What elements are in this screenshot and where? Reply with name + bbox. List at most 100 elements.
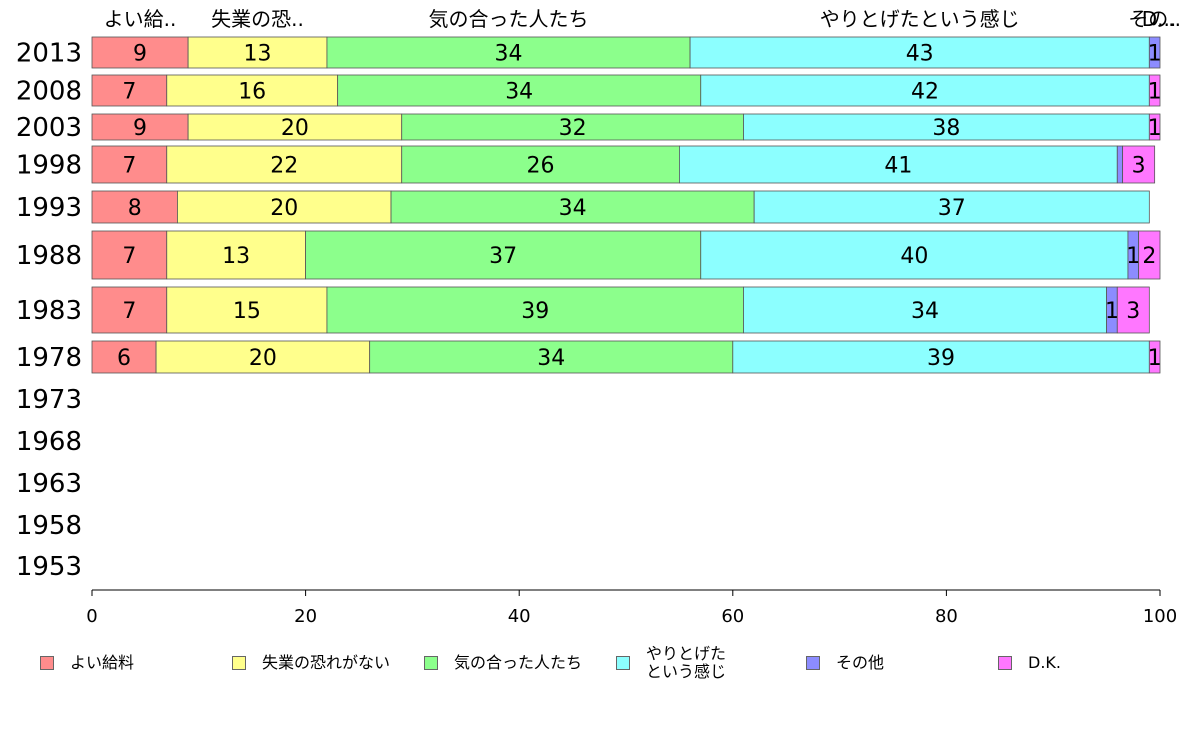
x-tick-label: 60 <box>721 606 744 627</box>
y-tick-label: 1988 <box>16 241 82 271</box>
data-label: 32 <box>559 116 587 141</box>
data-label: 3 <box>1132 154 1146 179</box>
data-label: 37 <box>489 244 517 269</box>
data-label: 43 <box>906 42 934 67</box>
y-tick-label: 1953 <box>16 552 82 582</box>
y-tick-label: 1973 <box>16 385 82 415</box>
data-label: 3 <box>1126 299 1140 324</box>
bar-segment <box>1116 286 1150 334</box>
data-label: 8 <box>128 196 142 221</box>
bar-segment <box>1148 340 1161 374</box>
y-tick-label: 1998 <box>16 151 82 181</box>
data-label: 6 <box>117 346 131 371</box>
column-header-label: やりとげたという感じ <box>820 7 1020 31</box>
data-label: 1 <box>1148 346 1162 371</box>
data-label: 34 <box>911 299 939 324</box>
data-label: 1 <box>1148 116 1162 141</box>
bar-segment <box>91 286 168 334</box>
x-tick-label: 40 <box>508 606 531 627</box>
bar-segment <box>689 36 1150 69</box>
y-tick-label: 1978 <box>16 343 82 373</box>
legend-item-sense-of-achievement: やりとげた という感じ <box>616 645 726 681</box>
bar-segment <box>91 113 189 141</box>
column-header-label: D... <box>1142 7 1176 31</box>
data-label: 2 <box>1142 244 1156 269</box>
data-label: 1 <box>1148 42 1162 67</box>
legend-label: D.K. <box>1028 653 1061 672</box>
legend-label: 失業の恐れがない <box>262 653 391 672</box>
data-label: 1 <box>1148 80 1162 105</box>
data-label: 22 <box>270 154 298 179</box>
y-tick-label: 1963 <box>16 469 82 499</box>
y-tick-label: 1983 <box>16 296 82 326</box>
bar-segment <box>91 74 168 107</box>
bar-segment <box>326 286 744 334</box>
legend-item-job-security: 失業の恐れがない <box>232 654 390 672</box>
column-header-label: 気の合った人たち <box>429 7 589 31</box>
bar-segment <box>743 286 1107 334</box>
bar-segment <box>1116 145 1124 184</box>
bar-segment <box>679 145 1118 184</box>
legend-label: よい給料 <box>70 653 135 672</box>
legend-item-other: その他 <box>806 654 884 672</box>
legend-swatch <box>806 656 820 670</box>
bar-segment <box>1148 74 1161 107</box>
legend-swatch <box>998 656 1012 670</box>
data-label: 13 <box>244 42 272 67</box>
bar-segment <box>155 340 371 374</box>
bar-segment <box>337 74 702 107</box>
y-tick-label: 1958 <box>16 511 82 541</box>
column-header-label: その.. <box>1128 7 1181 31</box>
data-label: 26 <box>527 154 555 179</box>
data-label: 40 <box>900 244 928 269</box>
bar-segment <box>743 113 1150 141</box>
data-label: 15 <box>233 299 261 324</box>
bar-segment <box>1122 145 1156 184</box>
legend-swatch <box>424 656 438 670</box>
bar-segment <box>187 36 328 69</box>
data-label: 34 <box>559 196 587 221</box>
legend-label: やりとげた という感じ <box>646 644 727 681</box>
data-label: 41 <box>884 154 912 179</box>
x-tick-label: 80 <box>935 606 958 627</box>
bar-segment <box>1148 113 1161 141</box>
data-label: 16 <box>238 80 266 105</box>
legend-item-good-salary: よい給料 <box>40 654 134 672</box>
data-label: 20 <box>249 346 277 371</box>
bar-segment <box>732 340 1150 374</box>
data-label: 34 <box>537 346 565 371</box>
x-tick-label: 100 <box>1143 606 1177 627</box>
data-label: 20 <box>281 116 309 141</box>
data-label: 7 <box>122 244 136 269</box>
bar-segment <box>401 145 680 184</box>
data-label: 34 <box>495 42 523 67</box>
bar-segment <box>390 190 755 224</box>
bar-segment <box>166 74 339 107</box>
legend-swatch <box>40 656 54 670</box>
data-label: 1 <box>1105 299 1119 324</box>
bar-segment <box>91 36 189 69</box>
data-label: 1 <box>1126 244 1140 269</box>
y-tick-label: 2008 <box>16 77 82 107</box>
stacked-bar-chart: 9 13 34 43 17 16 34 42 19 20 32 38 17 22 26 41 38 20 34 377… <box>16 7 1181 627</box>
column-header-label: よい給.. <box>104 7 177 31</box>
legend-label: その他 <box>836 653 885 672</box>
bar-segment <box>305 230 702 280</box>
data-label: 7 <box>122 80 136 105</box>
bar-segment <box>700 230 1129 280</box>
bar-segment <box>753 190 1150 224</box>
legend-swatch <box>232 656 246 670</box>
bar-segment <box>91 230 168 280</box>
x-tick-label: 20 <box>294 606 317 627</box>
bar-segment <box>1138 230 1161 280</box>
legend-item-good-colleagues: 気の合った人たち <box>424 654 582 672</box>
legend-item-dont-know: D.K. <box>998 654 1061 672</box>
bar-segment <box>369 340 734 374</box>
legend-label: 気の合った人たち <box>454 653 583 672</box>
bar-segment <box>177 190 392 224</box>
data-label: 39 <box>521 299 549 324</box>
bar-segment <box>401 113 744 141</box>
data-label: 13 <box>222 244 250 269</box>
legend-swatch <box>616 656 630 670</box>
data-label: 9 <box>133 42 147 67</box>
